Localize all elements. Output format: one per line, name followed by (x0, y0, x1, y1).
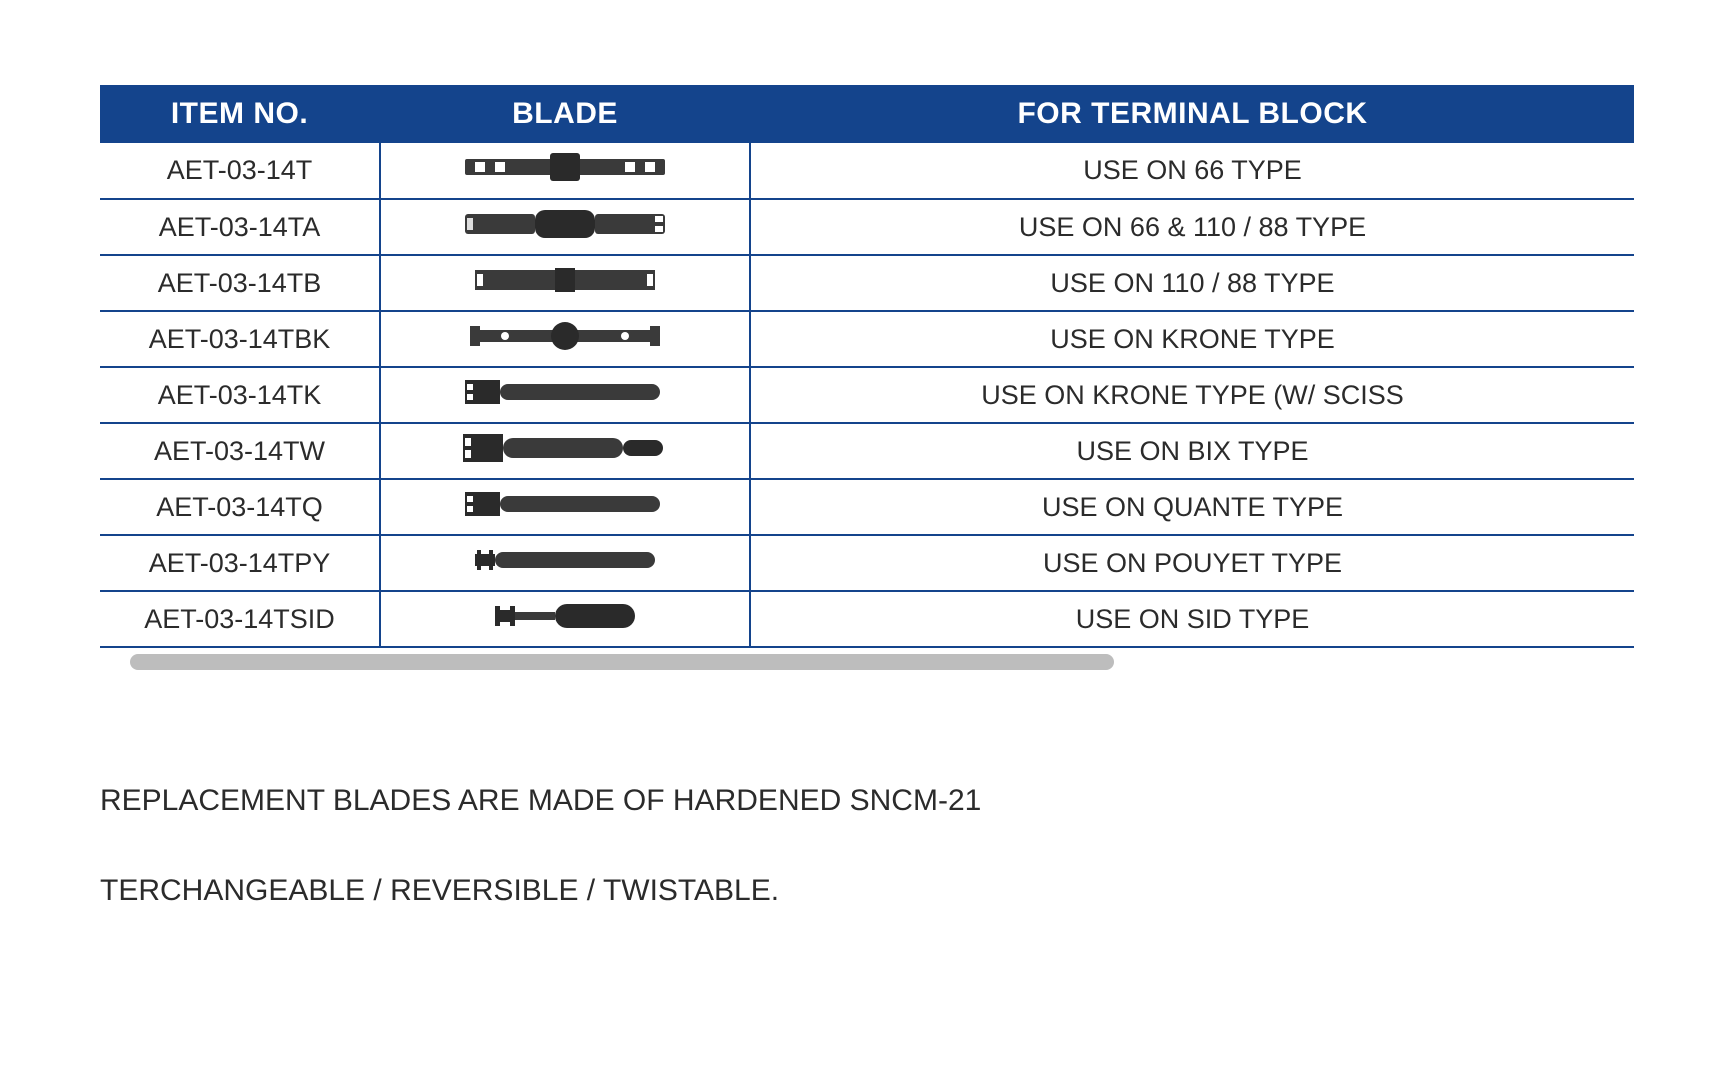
table-row: AET-03-14TK USE ON KRONE TYPE (W/ SCISS (100, 367, 1634, 423)
blade-table: ITEM NO. BLADE FOR TERMINAL BLOCK AET-03… (100, 85, 1634, 648)
cell-item-no: AET-03-14TPY (100, 535, 380, 591)
col-header-terminal: FOR TERMINAL BLOCK (750, 85, 1634, 143)
blade-icon (455, 596, 675, 636)
table-row: AET-03-14TQ USE ON QUANTE TYPE (100, 479, 1634, 535)
horizontal-scrollbar[interactable] (130, 654, 1114, 670)
col-header-blade: BLADE (380, 85, 750, 143)
cell-blade (380, 535, 750, 591)
blade-icon (455, 372, 675, 412)
col-header-item-no: ITEM NO. (100, 85, 380, 143)
cell-blade (380, 199, 750, 255)
cell-blade (380, 143, 750, 199)
note-line-2: TERCHANGEABLE / REVERSIBLE / TWISTABLE. (100, 870, 1634, 912)
blade-icon (455, 428, 675, 468)
table-row: AET-03-14T USE ON 66 TYPE (100, 143, 1634, 199)
cell-terminal: USE ON 110 / 88 TYPE (750, 255, 1634, 311)
cell-blade (380, 311, 750, 367)
cell-terminal: USE ON KRONE TYPE (W/ SCISS (750, 367, 1634, 423)
table-row: AET-03-14TB USE ON 110 / 88 TYPE (100, 255, 1634, 311)
blade-table-container: ITEM NO. BLADE FOR TERMINAL BLOCK AET-03… (100, 85, 1634, 670)
cell-item-no: AET-03-14TBK (100, 311, 380, 367)
cell-item-no: AET-03-14T (100, 143, 380, 199)
table-row: AET-03-14TBK USE ON KRONE TYPE (100, 311, 1634, 367)
blade-icon (455, 260, 675, 300)
cell-terminal: USE ON KRONE TYPE (750, 311, 1634, 367)
cell-blade (380, 479, 750, 535)
cell-blade (380, 591, 750, 647)
table-row: AET-03-14TW USE ON BIX TYPE (100, 423, 1634, 479)
cell-terminal: USE ON 66 TYPE (750, 143, 1634, 199)
blade-icon (455, 316, 675, 356)
cell-item-no: AET-03-14TSID (100, 591, 380, 647)
table-row: AET-03-14TPY USE ON POUYET TYPE (100, 535, 1634, 591)
cell-item-no: AET-03-14TW (100, 423, 380, 479)
note-line-1: REPLACEMENT BLADES ARE MADE OF HARDENED … (100, 780, 1634, 822)
notes-section: REPLACEMENT BLADES ARE MADE OF HARDENED … (100, 780, 1634, 912)
cell-item-no: AET-03-14TB (100, 255, 380, 311)
blade-icon (455, 540, 675, 580)
cell-item-no: AET-03-14TK (100, 367, 380, 423)
cell-terminal: USE ON 66 & 110 / 88 TYPE (750, 199, 1634, 255)
cell-terminal: USE ON SID TYPE (750, 591, 1634, 647)
cell-blade (380, 423, 750, 479)
blade-icon (455, 147, 675, 187)
cell-terminal: USE ON QUANTE TYPE (750, 479, 1634, 535)
cell-blade (380, 367, 750, 423)
cell-terminal: USE ON POUYET TYPE (750, 535, 1634, 591)
cell-item-no: AET-03-14TQ (100, 479, 380, 535)
table-row: AET-03-14TA USE ON 66 & 110 / 88 TYPE (100, 199, 1634, 255)
table-row: AET-03-14TSID USE ON SID TYPE (100, 591, 1634, 647)
cell-item-no: AET-03-14TA (100, 199, 380, 255)
blade-icon (455, 484, 675, 524)
cell-blade (380, 255, 750, 311)
blade-icon (455, 204, 675, 244)
cell-terminal: USE ON BIX TYPE (750, 423, 1634, 479)
table-header-row: ITEM NO. BLADE FOR TERMINAL BLOCK (100, 85, 1634, 143)
